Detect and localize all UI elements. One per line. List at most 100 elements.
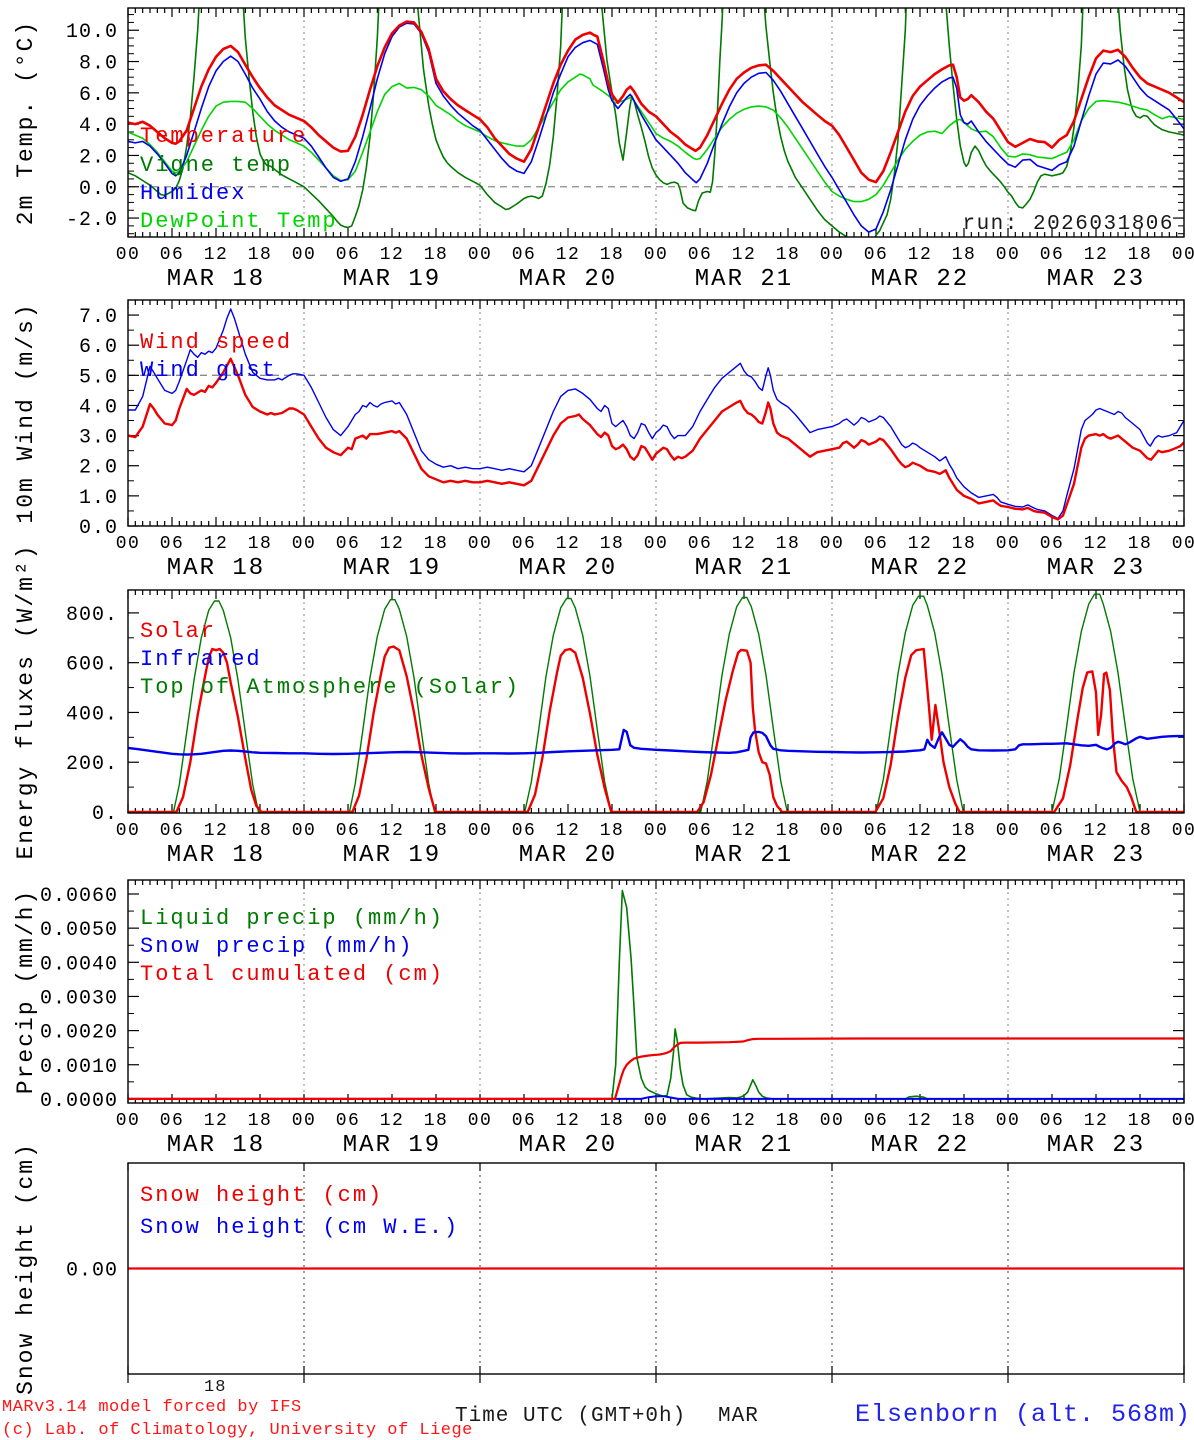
panel-wind: 0.0 1.0 2.0 3.0 4.0 5.0 6.0 7.0 Wind speed Wind g… — [13, 299, 1194, 582]
legend-label: Infrared — [140, 647, 262, 672]
panel-precip: 0.0000 0.0010 0.0020 0.0030 0.0040 0.0050 0.00… — [13, 879, 1194, 1159]
legend-label: Total cumulated (cm) — [140, 962, 444, 987]
y-tick-label: 5.0 — [79, 366, 118, 389]
legend-label: Temperature — [140, 124, 307, 149]
y-tick-label: 400. — [66, 703, 118, 726]
y-tick-label: 600. — [66, 654, 118, 677]
hour-tick-label: 12 — [556, 1111, 581, 1131]
y-tick-label: 7.0 — [79, 306, 118, 329]
y-tick-label: 0.0000 — [40, 1090, 118, 1113]
hour-tick-label: 12 — [732, 245, 757, 265]
hour-tick-label: 00 — [116, 1111, 141, 1131]
hour-tick-label: 00 — [1172, 534, 1194, 554]
hour-tick-label: 00 — [468, 245, 493, 265]
hour-tick-label: 18 — [952, 1111, 977, 1131]
legend-label: DewPoint Temp — [140, 209, 338, 234]
hour-tick-label: 18 — [424, 821, 449, 841]
hour-tick-label: 18 — [248, 534, 273, 554]
hour-tick-label: 00 — [644, 245, 669, 265]
hour-tick-label: 06 — [160, 821, 185, 841]
day-label: MAR 19 — [343, 555, 441, 582]
series-wind-gust — [128, 308, 1184, 520]
hour-tick-label: 06 — [864, 1111, 889, 1131]
hour-tick-label: 00 — [1172, 821, 1194, 841]
hour-tick-label: 12 — [732, 821, 757, 841]
series-humidex — [128, 22, 1184, 233]
hour-tick-label: 06 — [688, 821, 713, 841]
hour-tick-label: 00 — [820, 534, 845, 554]
legend-label: Top of Atmosphere (Solar) — [140, 675, 520, 700]
hour-tick-label: 06 — [512, 534, 537, 554]
hour-tick-label: 18 — [600, 534, 625, 554]
hour-tick-label: 18 — [1128, 821, 1153, 841]
y-tick-label: 6.0 — [79, 84, 118, 107]
hour-tick-label: 18 — [1128, 1111, 1153, 1131]
legend-label: Snow precip (mm/h) — [140, 934, 414, 959]
panel-border — [127, 1162, 1185, 1375]
y-tick-label: 0.0 — [79, 517, 118, 540]
series-snow-precip-mm-h- — [128, 1095, 1184, 1100]
day-label: MAR 18 — [167, 1132, 265, 1159]
hour-tick-label: 00 — [292, 534, 317, 554]
hour-tick-label: 12 — [204, 534, 229, 554]
y-tick-label: 0. — [92, 803, 118, 826]
series-total-cumulated-cm- — [128, 1037, 1184, 1100]
hour-tick-label: 00 — [644, 821, 669, 841]
hour-tick-label: 00 — [644, 534, 669, 554]
hour-tick-label: 18 — [248, 245, 273, 265]
hour-tick-label: 12 — [908, 534, 933, 554]
y-axis-title: 10m Wind (m/s) — [13, 302, 39, 523]
hour-tick-label: 12 — [732, 1111, 757, 1131]
legend-label: Snow height (cm) — [140, 1183, 383, 1208]
day-label: MAR 23 — [1047, 842, 1145, 869]
legend-label: Humidex — [140, 181, 246, 206]
series-dewpoint-temp — [128, 73, 1184, 203]
panel-energy: 0. 200. 400. 600. 800. Solar Infrared Top of At… — [13, 543, 1194, 869]
series-vigne-temp — [128, 8, 1184, 237]
hour-tick-label: 06 — [512, 821, 537, 841]
legend-label: Liquid precip (mm/h) — [140, 906, 444, 931]
hour-tick-label: 06 — [864, 534, 889, 554]
hour-tick-label: 00 — [820, 1111, 845, 1131]
day-label: MAR 18 — [167, 555, 265, 582]
day-label: MAR 19 — [343, 266, 441, 293]
run-label: run: 2026031806 — [962, 213, 1174, 236]
day-label: MAR 18 — [167, 842, 265, 869]
hour-tick-label: 06 — [160, 1111, 185, 1131]
day-label: MAR 20 — [519, 555, 617, 582]
hour-tick-label: 06 — [160, 245, 185, 265]
hour-tick-label: 18 — [424, 534, 449, 554]
hour-tick-label: 12 — [204, 245, 229, 265]
hour-tick-label: 18 — [952, 821, 977, 841]
hour-tick-label: 06 — [688, 1111, 713, 1131]
station-label: Elsenborn (alt. 568m) — [855, 1400, 1192, 1429]
model-name-caption: MAR — [718, 1405, 759, 1428]
hour-tick-label: 06 — [336, 821, 361, 841]
model-credit-line-2: (c) Lab. of Climatology, University of L… — [2, 1421, 473, 1440]
legend-label: Vigne temp — [140, 153, 292, 178]
y-tick-label: 8.0 — [79, 53, 118, 76]
time-axis-caption: Time UTC (GMT+0h) — [455, 1405, 687, 1428]
y-tick-label: 0.0 — [79, 178, 118, 201]
day-label: MAR 23 — [1047, 266, 1145, 293]
hour-tick-label: 00 — [644, 1111, 669, 1131]
y-tick-label: 6.0 — [79, 336, 118, 359]
panel-temp: -2.0 0.0 2.0 4.0 6.0 8.0 10.0 Temperature Vigne … — [13, 7, 1194, 293]
hour-tick-label: 18 — [952, 245, 977, 265]
panel-border — [127, 7, 1185, 238]
hour-tick-label: 00 — [116, 534, 141, 554]
hour-tick-label: 12 — [380, 534, 405, 554]
hour-tick-label: 12 — [380, 1111, 405, 1131]
day-label: MAR 21 — [695, 1132, 793, 1159]
hour-tick-label: 06 — [864, 245, 889, 265]
hour-tick-label: 18 — [600, 821, 625, 841]
hour-tick-label: 12 — [1084, 1111, 1109, 1131]
hour-tick-label: 18 — [248, 1111, 273, 1131]
legend-label: Wind speed — [140, 330, 292, 355]
day-label: MAR 20 — [519, 266, 617, 293]
series-wind-speed — [128, 357, 1184, 521]
hour-tick-label: 12 — [204, 1111, 229, 1131]
hour-tick-label: 18 — [600, 1111, 625, 1131]
